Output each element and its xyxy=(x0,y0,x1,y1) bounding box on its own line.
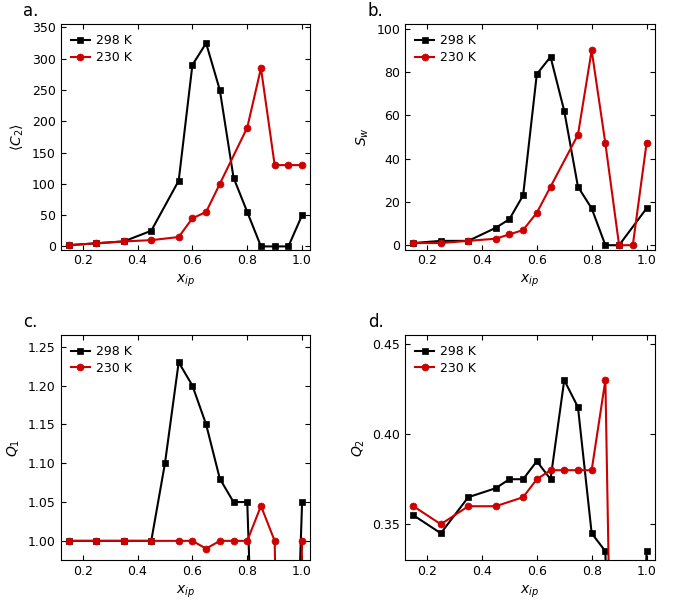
Y-axis label: $\langle C_2 \rangle$: $\langle C_2 \rangle$ xyxy=(9,123,26,151)
Legend: 298 K, 230 K: 298 K, 230 K xyxy=(67,342,136,379)
Text: a.: a. xyxy=(24,2,38,20)
Legend: 298 K, 230 K: 298 K, 230 K xyxy=(67,30,136,68)
X-axis label: $x_{ip}$: $x_{ip}$ xyxy=(520,273,539,289)
Text: d.: d. xyxy=(368,312,383,331)
Legend: 298 K, 230 K: 298 K, 230 K xyxy=(412,342,480,379)
X-axis label: $x_{ip}$: $x_{ip}$ xyxy=(176,273,195,289)
Y-axis label: $Q_2$: $Q_2$ xyxy=(350,438,367,457)
X-axis label: $x_{ip}$: $x_{ip}$ xyxy=(520,583,539,600)
Text: b.: b. xyxy=(368,2,383,20)
Text: c.: c. xyxy=(24,312,38,331)
Y-axis label: $S_w$: $S_w$ xyxy=(354,127,371,146)
X-axis label: $x_{ip}$: $x_{ip}$ xyxy=(176,583,195,600)
Legend: 298 K, 230 K: 298 K, 230 K xyxy=(412,30,480,68)
Y-axis label: $Q_1$: $Q_1$ xyxy=(6,438,22,457)
